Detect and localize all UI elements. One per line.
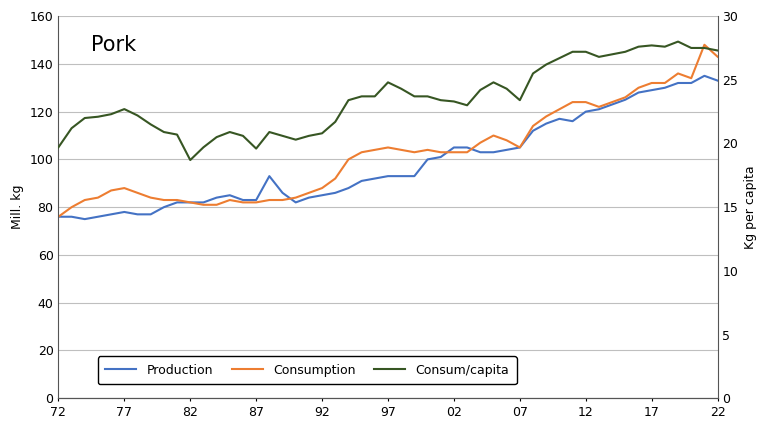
Consumption xyxy=(54,214,63,219)
Production xyxy=(265,174,274,179)
Legend: Production, Consumption, Consum/capita: Production, Consumption, Consum/capita xyxy=(98,356,517,384)
Text: Pork: Pork xyxy=(91,35,137,55)
Consumption xyxy=(265,197,274,203)
Consumption xyxy=(713,54,722,59)
Consum/capita xyxy=(674,39,683,44)
Production xyxy=(700,73,709,78)
Consum/capita xyxy=(713,48,722,53)
Consumption xyxy=(528,123,538,129)
Production xyxy=(713,78,722,83)
Consumption xyxy=(252,200,261,205)
Consum/capita xyxy=(212,135,221,140)
Production xyxy=(54,214,63,219)
Production xyxy=(687,80,696,86)
Line: Consumption: Consumption xyxy=(58,45,717,217)
Consum/capita xyxy=(541,62,551,67)
Production xyxy=(278,190,287,195)
Production xyxy=(502,147,511,153)
Production xyxy=(80,217,89,222)
Line: Consum/capita: Consum/capita xyxy=(58,42,717,160)
Line: Production: Production xyxy=(58,76,717,219)
Production xyxy=(212,195,221,200)
Consum/capita xyxy=(54,145,63,150)
Consumption xyxy=(700,42,709,47)
Consum/capita xyxy=(502,86,511,91)
Consum/capita xyxy=(278,133,287,138)
Y-axis label: Mill. kg: Mill. kg xyxy=(11,185,24,230)
Consumption xyxy=(199,202,208,207)
Consum/capita xyxy=(700,46,709,51)
Consum/capita xyxy=(265,129,274,135)
Consumption xyxy=(687,76,696,81)
Production xyxy=(541,121,551,126)
Y-axis label: Kg per capita: Kg per capita xyxy=(744,166,757,249)
Consum/capita xyxy=(186,157,195,163)
Consumption xyxy=(489,133,498,138)
